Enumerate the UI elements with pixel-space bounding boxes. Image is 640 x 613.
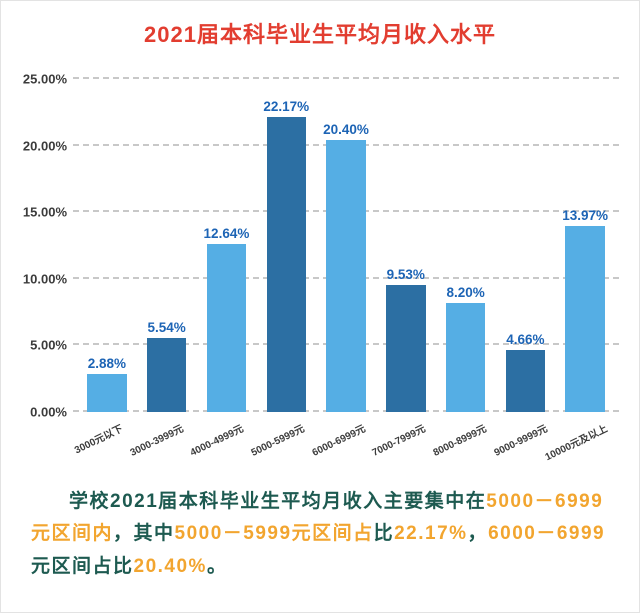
bar-group: 2.88% xyxy=(77,79,137,412)
x-tick: 3000-3999元 xyxy=(128,414,195,464)
bar xyxy=(266,116,306,412)
bar-value-label: 22.17% xyxy=(263,98,310,114)
x-tick-label: 5000-5999元 xyxy=(249,423,307,459)
bar xyxy=(87,373,127,412)
bar-value-label: 5.54% xyxy=(147,320,186,336)
x-tick: 5000-5999元 xyxy=(250,414,316,464)
y-tick-label: 10.00% xyxy=(22,271,67,287)
bar-group: 12.64% xyxy=(197,79,257,412)
x-tick: 7000-7999元 xyxy=(371,414,437,464)
y-tick-label: 25.00% xyxy=(22,71,67,87)
summary-text: 学校2021届本科毕业生平均月收入主要集中在5000－6999元区间内，其中50… xyxy=(31,486,609,583)
bar xyxy=(565,225,605,412)
y-tick-label: 20.00% xyxy=(22,138,67,154)
summary-segment: 比 xyxy=(373,523,395,545)
bar-group: 22.17% xyxy=(256,79,316,412)
x-tick-label: 6000-6999元 xyxy=(310,423,368,459)
bar xyxy=(505,349,546,412)
bar-chart: 0.00% 5.00% 10.00% 15.00% 20.00% 25.00% 2.88%… xyxy=(1,53,639,420)
bars: 2.88% 5.54% 12.64% 22.17% 20.40% 9.53% 8.20% 4.… xyxy=(73,79,619,412)
summary-segment: 5000－6999元区间内 xyxy=(31,491,604,545)
bar xyxy=(206,243,247,412)
y-axis: 0.00% 5.00% 10.00% 15.00% 20.00% 25.00% xyxy=(11,72,73,420)
bar-value-label: 4.66% xyxy=(506,331,545,347)
bar-value-label: 8.20% xyxy=(446,284,485,300)
summary-segment: 元区间占比 xyxy=(31,555,134,577)
x-tick-label: 4000-4999元 xyxy=(189,423,246,459)
y-tick-label: 0.00% xyxy=(30,404,67,420)
summary-segment: 。 xyxy=(206,555,228,577)
bar-value-label: 13.97% xyxy=(562,207,609,223)
y-tick-label: 5.00% xyxy=(30,337,67,353)
x-tick: 10000元及以上 xyxy=(544,414,619,464)
summary-segment: 20.40% xyxy=(133,555,207,577)
bar-group: 5.54% xyxy=(137,79,197,412)
bar xyxy=(445,302,486,412)
bar-value-label: 12.64% xyxy=(203,225,250,241)
bar-value-label: 2.88% xyxy=(87,355,127,371)
bar-group: 20.40% xyxy=(316,79,376,412)
x-tick: 6000-6999元 xyxy=(310,414,377,464)
x-tick: 3000元以下 xyxy=(73,414,134,464)
x-tick-label: 9000-9999元 xyxy=(492,423,550,459)
summary-segment: 学校2021届本科毕业生平均月收入主要集中在 xyxy=(69,491,487,512)
summary-segment: 22.17% xyxy=(394,523,468,545)
x-tick: 4000-4999元 xyxy=(189,414,255,464)
bar-value-label: 9.53% xyxy=(386,267,425,283)
bar-value-label: 20.40% xyxy=(323,122,369,138)
gridline xyxy=(73,77,619,79)
y-tick-label: 15.00% xyxy=(22,204,67,220)
bar xyxy=(386,285,426,412)
bar-group: 8.20% xyxy=(436,79,496,412)
plot-area: 2.88% 5.54% 12.64% 22.17% 20.40% 9.53% 8.20% 4.… xyxy=(73,77,619,412)
x-tick-label: 3000-3999元 xyxy=(128,423,186,459)
x-tick-label: 8000-8999元 xyxy=(431,423,489,459)
bar xyxy=(146,338,187,412)
bar-group: 13.97% xyxy=(555,79,615,412)
bar xyxy=(326,140,366,412)
summary-segment: 6000－6999 xyxy=(488,523,606,545)
bar-group: 9.53% xyxy=(376,79,436,412)
summary-segment: ， xyxy=(467,523,489,545)
x-tick-label: 3000元以下 xyxy=(72,423,125,457)
chart-title: 2021届本科毕业生平均月收入水平 xyxy=(144,22,496,47)
x-tick-label: 7000-7999元 xyxy=(371,423,428,459)
bar-group: 4.66% xyxy=(495,79,555,412)
x-axis: 3000元以下 3000-3999元 4000-4999元 5000-5999元 600… xyxy=(73,414,619,464)
x-tick: 8000-8999元 xyxy=(432,414,498,464)
summary-segment: ，其中 xyxy=(113,523,175,545)
summary-segment: 5000－5999元区间占 xyxy=(174,523,374,545)
